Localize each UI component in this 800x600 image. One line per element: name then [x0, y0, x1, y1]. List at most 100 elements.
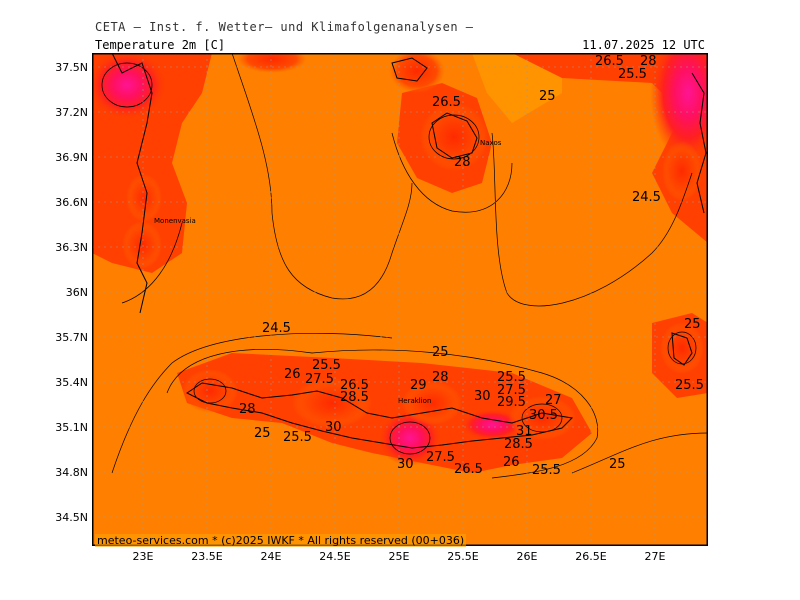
contour-lines [101, 53, 708, 479]
contour-crete-outer [166, 349, 599, 479]
hotspot-island-north [389, 53, 445, 93]
contour-central [491, 132, 693, 307]
hotspot-north-islet [237, 53, 307, 73]
contour-label-8: 24.5 [632, 190, 661, 205]
contour-label-23: 30 [474, 389, 491, 404]
header-title: CETA — Inst. f. Wetter— und Klimafolgena… [95, 20, 474, 34]
contour-label-12: 25 [432, 345, 449, 360]
contour-label-16: 26.5 [340, 378, 369, 393]
contour-peloponnese-south [121, 222, 183, 304]
contour-label-17: 28.5 [340, 390, 369, 405]
hotspot-peloponnese-north [92, 53, 167, 120]
hotspot-crete-west [182, 369, 238, 413]
coast-crete [186, 382, 574, 449]
contour-label-1: 26.5 [595, 54, 624, 69]
xtick-24-5e: 24.5E [319, 550, 351, 563]
contour-ring-naxos [428, 114, 480, 160]
ytick-36-3n: 36.3N [55, 241, 88, 254]
ytick-35-1n: 35.1N [55, 421, 88, 434]
contour-ring-crete-west [193, 378, 227, 404]
xtick-26-5e: 26.5E [575, 550, 607, 563]
contour-ring-northwest [101, 62, 153, 108]
coastlines [111, 53, 707, 449]
ytick-36n: 36N [65, 286, 88, 299]
contour-label-26: 30.5 [529, 408, 558, 423]
contour-label-7: 28 [454, 155, 471, 170]
place-naxos: Naxos [480, 139, 502, 147]
coast-naxos [431, 112, 478, 159]
contour-southeast [571, 432, 708, 474]
contour-label-24: 29.5 [497, 395, 526, 410]
contour-ring-crete-east [521, 403, 563, 433]
xtick-23e: 23E [132, 550, 154, 563]
xtick-25e: 25E [388, 550, 410, 563]
coast-east [691, 72, 707, 214]
place-labels: Naxos Monenvasia Heraklion [154, 139, 502, 405]
coast-islet-north [391, 57, 428, 82]
contour-label-20: 25.5 [497, 370, 526, 385]
contour-ring-heraklion [389, 421, 431, 455]
contour-label-29: 30 [325, 420, 342, 435]
xtick-24e: 24E [260, 550, 282, 563]
xtick-27e: 27E [644, 550, 666, 563]
contour-label-33: 27.5 [426, 450, 455, 465]
contour-crete-northwest [111, 332, 393, 474]
contour-label-4: 26.5 [432, 95, 461, 110]
hotspot-crete-east [460, 409, 524, 441]
place-heraklion: Heraklion [398, 397, 431, 405]
contour-northern [391, 132, 513, 213]
ytick-36-9n: 36.9N [55, 151, 88, 164]
contour-label-19: 28 [432, 370, 449, 385]
ytick-35-7n: 35.7N [55, 331, 88, 344]
contour-label-14: 26 [284, 367, 301, 382]
contour-label-11: 25.5 [312, 358, 341, 373]
temperature-map: Naxos Monenvasia Heraklion 26.5 28 25.5 … [92, 53, 708, 546]
place-monemvasia: Monenvasia [154, 217, 196, 225]
ytick-34-8n: 34.8N [55, 466, 88, 479]
contour-label-10: 25 [684, 317, 701, 332]
contour-western-long [231, 53, 413, 300]
cooler-sea-zone [472, 53, 562, 123]
contour-label-9: 24.5 [262, 321, 291, 336]
hotspot-crete-center-west [292, 378, 372, 428]
contour-label-13: 25.5 [675, 378, 704, 393]
hotspot-rhodes [660, 322, 704, 374]
ytick-37-2n: 37.2N [55, 106, 88, 119]
contour-label-5: 25 [539, 89, 556, 104]
ytick-36-6n: 36.6N [55, 196, 88, 209]
coast-rhodes [671, 332, 693, 366]
ytick-37-5n: 37.5N [55, 61, 88, 74]
contour-label-22: 28 [239, 402, 256, 417]
hotspot-peloponnese-mid [126, 174, 162, 222]
contour-label-34: 26.5 [454, 462, 483, 477]
copyright-credit: meteo-services.com * (c)2025 IWKF * All … [95, 534, 467, 547]
contour-label-18: 29 [410, 378, 427, 393]
contour-label-30: 31 [516, 424, 533, 439]
contour-label-31: 28.5 [504, 437, 533, 452]
ytick-34-5n: 34.5N [55, 511, 88, 524]
contour-label-2: 28 [640, 54, 657, 69]
contour-label-32: 30 [397, 457, 414, 472]
contour-label-27: 25 [254, 426, 271, 441]
hotspot-peloponnese-south [122, 221, 162, 269]
warm-crete [177, 353, 592, 473]
contour-label-37: 25 [609, 457, 626, 472]
contour-label-35: 26 [503, 455, 520, 470]
contour-label-21: 27.5 [497, 383, 526, 398]
xtick-25-5e: 25.5E [447, 550, 479, 563]
variable-label: Temperature 2m [C] [95, 38, 226, 52]
contour-label-28: 25.5 [283, 430, 312, 445]
xtick-26e: 26E [516, 550, 538, 563]
hotspot-northeast [650, 53, 708, 163]
subtitle-bar: Temperature 2m [C] 11.07.2025 12 UTC [92, 38, 708, 52]
hot-spots [92, 53, 708, 466]
datetime-label: 11.07.2025 12 UTC [582, 38, 705, 52]
xtick-23-5e: 23.5E [191, 550, 223, 563]
contour-label-36: 25.5 [532, 463, 561, 478]
contour-label-3: 25.5 [618, 67, 647, 82]
contour-label-25: 27 [545, 393, 562, 408]
coast-peloponnese [111, 53, 153, 314]
contour-value-labels: 26.5 28 25.5 26.5 25 28 24.5 24.5 25 25.… [239, 54, 704, 478]
contour-label-15: 27.5 [305, 372, 334, 387]
ytick-35-4n: 35.4N [55, 376, 88, 389]
